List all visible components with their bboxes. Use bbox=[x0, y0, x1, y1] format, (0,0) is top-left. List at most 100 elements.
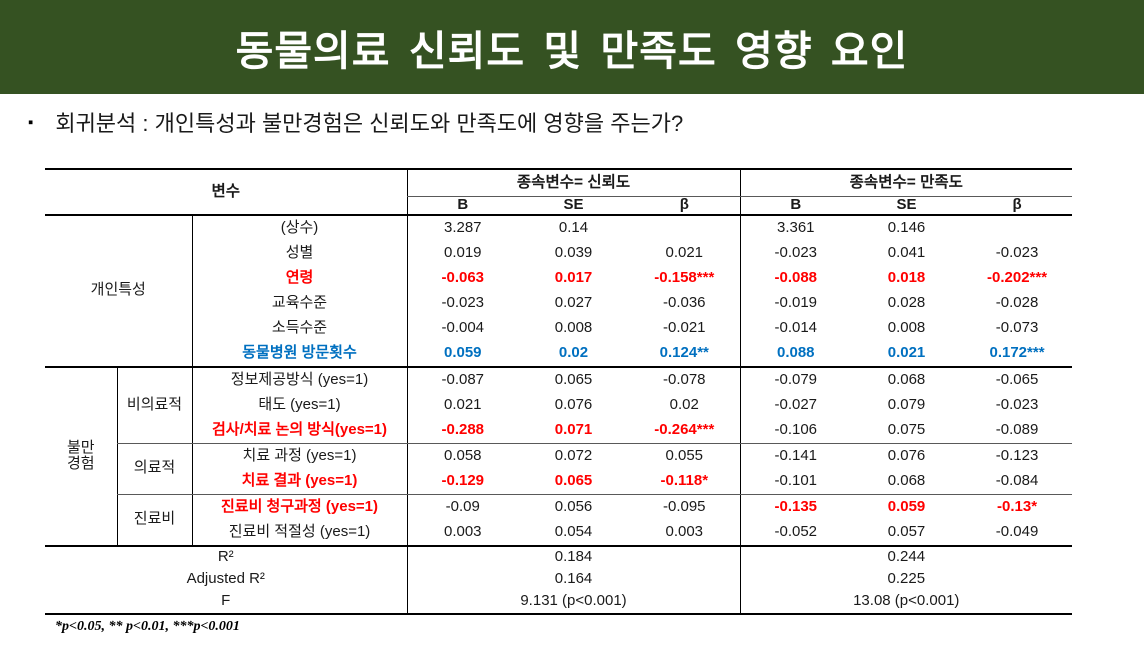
cell-satis-se: 0.008 bbox=[887, 318, 926, 336]
cell-satis-b: -0.135 bbox=[739, 494, 852, 520]
cell-satis-b: -0.079 bbox=[739, 366, 852, 393]
cell-satis-beta: -0.13* bbox=[997, 497, 1038, 515]
cell-trust-b: -0.004 bbox=[406, 315, 519, 341]
cell-trust-beta: -0.036 bbox=[662, 293, 706, 311]
table-row-treatment-process: 의료적 치료 과정 (yes=1) 0.058 0.072 0.055 -0.1… bbox=[45, 443, 1072, 495]
table-row-gender: 성별 0.019 0.039 0.021 -0.023 0.041 -0.023 bbox=[45, 240, 1072, 266]
cell-satis-se: 0.057 bbox=[851, 519, 963, 547]
cell-satis-se: 0.041 bbox=[887, 243, 926, 261]
header-row-stats: B SE β B SE β bbox=[45, 196, 1073, 216]
cell-satis-b: -0.101 bbox=[739, 468, 852, 495]
cell-trust-beta: 0.055 bbox=[665, 446, 704, 464]
cell-satis-se: 0.068 bbox=[851, 468, 963, 495]
cell-trust-beta: 0.021 bbox=[665, 243, 704, 261]
cell-satis-beta: -0.084 bbox=[962, 468, 1073, 495]
cell-satis-beta: -0.023 bbox=[995, 243, 1039, 261]
row-label: 치료 과정 (yes=1) bbox=[191, 443, 408, 469]
subtitle-text: 회귀분석 : 개인특성과 불만경험은 신뢰도와 만족도에 영향을 주는가? bbox=[55, 111, 684, 136]
cell-satis-beta: -0.049 bbox=[962, 519, 1073, 547]
table-row-age: 연령 -0.063 0.017 -0.158*** -0.088 0.018 -… bbox=[45, 265, 1072, 291]
cell-trust-se: 0.056 bbox=[554, 497, 593, 515]
cell-trust-beta: -0.264*** bbox=[629, 417, 741, 444]
table-row-info-method: 불만 경험 비의료적 정보제공방식 (yes=1) -0.087 0.065 -… bbox=[45, 366, 1072, 547]
cell-trust-se: 0.054 bbox=[518, 519, 630, 547]
cell-trust-b: 0.058 bbox=[406, 443, 519, 469]
cell-trust-beta: -0.158*** bbox=[654, 268, 715, 286]
cell-satis-b: 3.361 bbox=[739, 214, 852, 241]
cell-trust-beta: -0.095 bbox=[662, 497, 706, 515]
cell-satis-b: 0.088 bbox=[739, 340, 852, 368]
row-label: 진료비 적절성 (yes=1) bbox=[191, 519, 408, 547]
significance-footnote: *p<0.05, ** p<0.01, ***p<0.001 bbox=[55, 619, 240, 634]
cell-trust-b: -0.09 bbox=[406, 494, 519, 520]
stat-row-adjusted-r2: Adjusted R² 0.164 0.225 bbox=[45, 568, 1073, 591]
row-label: 치료 결과 (yes=1) bbox=[191, 468, 408, 495]
regression-table: 변수 종속변수= 신뢰도 종속변수= 만족도 B SE β B SE β 개인특… bbox=[45, 168, 1073, 615]
cell-trust-se: 0.02 bbox=[518, 340, 630, 368]
cell-satis-se: 0.059 bbox=[887, 497, 926, 515]
header-se-satisfaction: SE bbox=[851, 196, 963, 216]
header-b-trust: B bbox=[406, 196, 519, 216]
table-row-visits: 동물병원 방문횟수 0.059 0.02 0.124** 0.088 0.021… bbox=[45, 340, 1073, 368]
cell-satis-b: -0.019 bbox=[739, 290, 852, 316]
row-label: 성별 bbox=[191, 240, 408, 266]
cell-satis-beta: -0.202*** bbox=[987, 268, 1048, 286]
cell-satis-b: -0.088 bbox=[739, 265, 852, 291]
cell-trust-se: 0.039 bbox=[554, 243, 593, 261]
cell-trust-se: 0.076 bbox=[554, 395, 593, 413]
cell-satis-b: -0.014 bbox=[739, 315, 852, 341]
stat-row-f: F 9.131 (p<0.001) 13.08 (p<0.001) bbox=[45, 590, 1073, 614]
cell-satis-se: 0.028 bbox=[887, 293, 926, 311]
row-label: (상수) bbox=[191, 214, 408, 241]
cell-trust-b: 0.059 bbox=[406, 340, 519, 368]
cell-satis-se: 0.021 bbox=[851, 340, 963, 368]
row-label: 정보제공방식 (yes=1) bbox=[191, 366, 408, 393]
row-label: 연령 bbox=[191, 265, 408, 291]
header-beta-trust: β bbox=[629, 196, 741, 216]
cell-satis-b: -0.052 bbox=[739, 519, 852, 547]
slide-title: 동물의료 신뢰도 및 만족도 영향 요인 bbox=[235, 28, 909, 74]
cell-trust-beta: -0.021 bbox=[662, 318, 706, 336]
cell-trust-b: -0.129 bbox=[406, 468, 519, 495]
table-row-billing-process: 진료비 진료비 청구과정 (yes=1) -0.09 0.056 -0.095 … bbox=[45, 494, 1072, 547]
cell-trust-se: 0.14 bbox=[558, 218, 589, 236]
cell-trust-b: -0.063 bbox=[406, 265, 519, 291]
subgroup-cell-nonmedical: 비의료적 bbox=[116, 366, 192, 444]
table-row-constant: 개인특성 (상수) 3.287 0.14 3.361 0.146 bbox=[45, 214, 1072, 368]
table-row-education: 교육수준 -0.023 0.027 -0.036 -0.019 0.028 -0… bbox=[45, 290, 1072, 316]
table-row-cost-adequacy: 진료비 적절성 (yes=1) 0.003 0.054 0.003 -0.052… bbox=[45, 519, 1073, 547]
cell-satis-se: 0.076 bbox=[887, 446, 926, 464]
cell-satis-beta: -0.123 bbox=[995, 446, 1039, 464]
row-label: 진료비 청구과정 (yes=1) bbox=[191, 494, 408, 520]
cell-satis-b: -0.023 bbox=[739, 240, 852, 266]
group-cell-complaint: 불만 경험 bbox=[45, 366, 117, 547]
cell-trust-beta bbox=[629, 215, 740, 241]
subtitle-row: ▪ 회귀분석 : 개인특성과 불만경험은 신뢰도와 만족도에 영향을 주는가? bbox=[28, 106, 683, 138]
group-cell-personal: 개인특성 bbox=[45, 214, 192, 368]
stat-trust-value: 9.131 (p<0.001) bbox=[406, 590, 741, 614]
row-label: 교육수준 bbox=[191, 290, 408, 316]
cell-satis-se: 0.068 bbox=[887, 370, 926, 388]
stat-trust-value: 0.164 bbox=[406, 568, 741, 591]
cell-trust-b: 0.019 bbox=[406, 240, 519, 266]
cell-trust-beta: 0.02 bbox=[669, 395, 699, 413]
stat-label: Adjusted R² bbox=[186, 570, 265, 588]
stat-row-r2: R² 0.184 0.244 bbox=[45, 545, 1073, 569]
cell-trust-se: 0.027 bbox=[554, 293, 593, 311]
subgroup-cell-medical: 의료적 bbox=[116, 443, 192, 495]
cell-trust-beta: 0.124** bbox=[629, 340, 741, 368]
cell-satis-se: 0.018 bbox=[887, 268, 926, 286]
cell-trust-se: 0.008 bbox=[554, 318, 593, 336]
cell-satis-se: 0.075 bbox=[851, 417, 963, 444]
cell-trust-b: 0.021 bbox=[406, 392, 519, 418]
stat-satis-value: 0.225 bbox=[739, 568, 1073, 591]
cell-satis-beta: -0.089 bbox=[962, 417, 1073, 444]
cell-satis-b: -0.141 bbox=[739, 443, 852, 469]
table-row-treatment-result: 치료 결과 (yes=1) -0.129 0.065 -0.118* -0.10… bbox=[45, 468, 1073, 495]
stat-label: R² bbox=[217, 548, 234, 566]
header-b-satisfaction: B bbox=[739, 196, 852, 216]
cell-satis-beta: -0.073 bbox=[995, 318, 1039, 336]
cell-satis-se: 0.079 bbox=[887, 395, 926, 413]
cell-trust-b: -0.087 bbox=[406, 366, 519, 393]
